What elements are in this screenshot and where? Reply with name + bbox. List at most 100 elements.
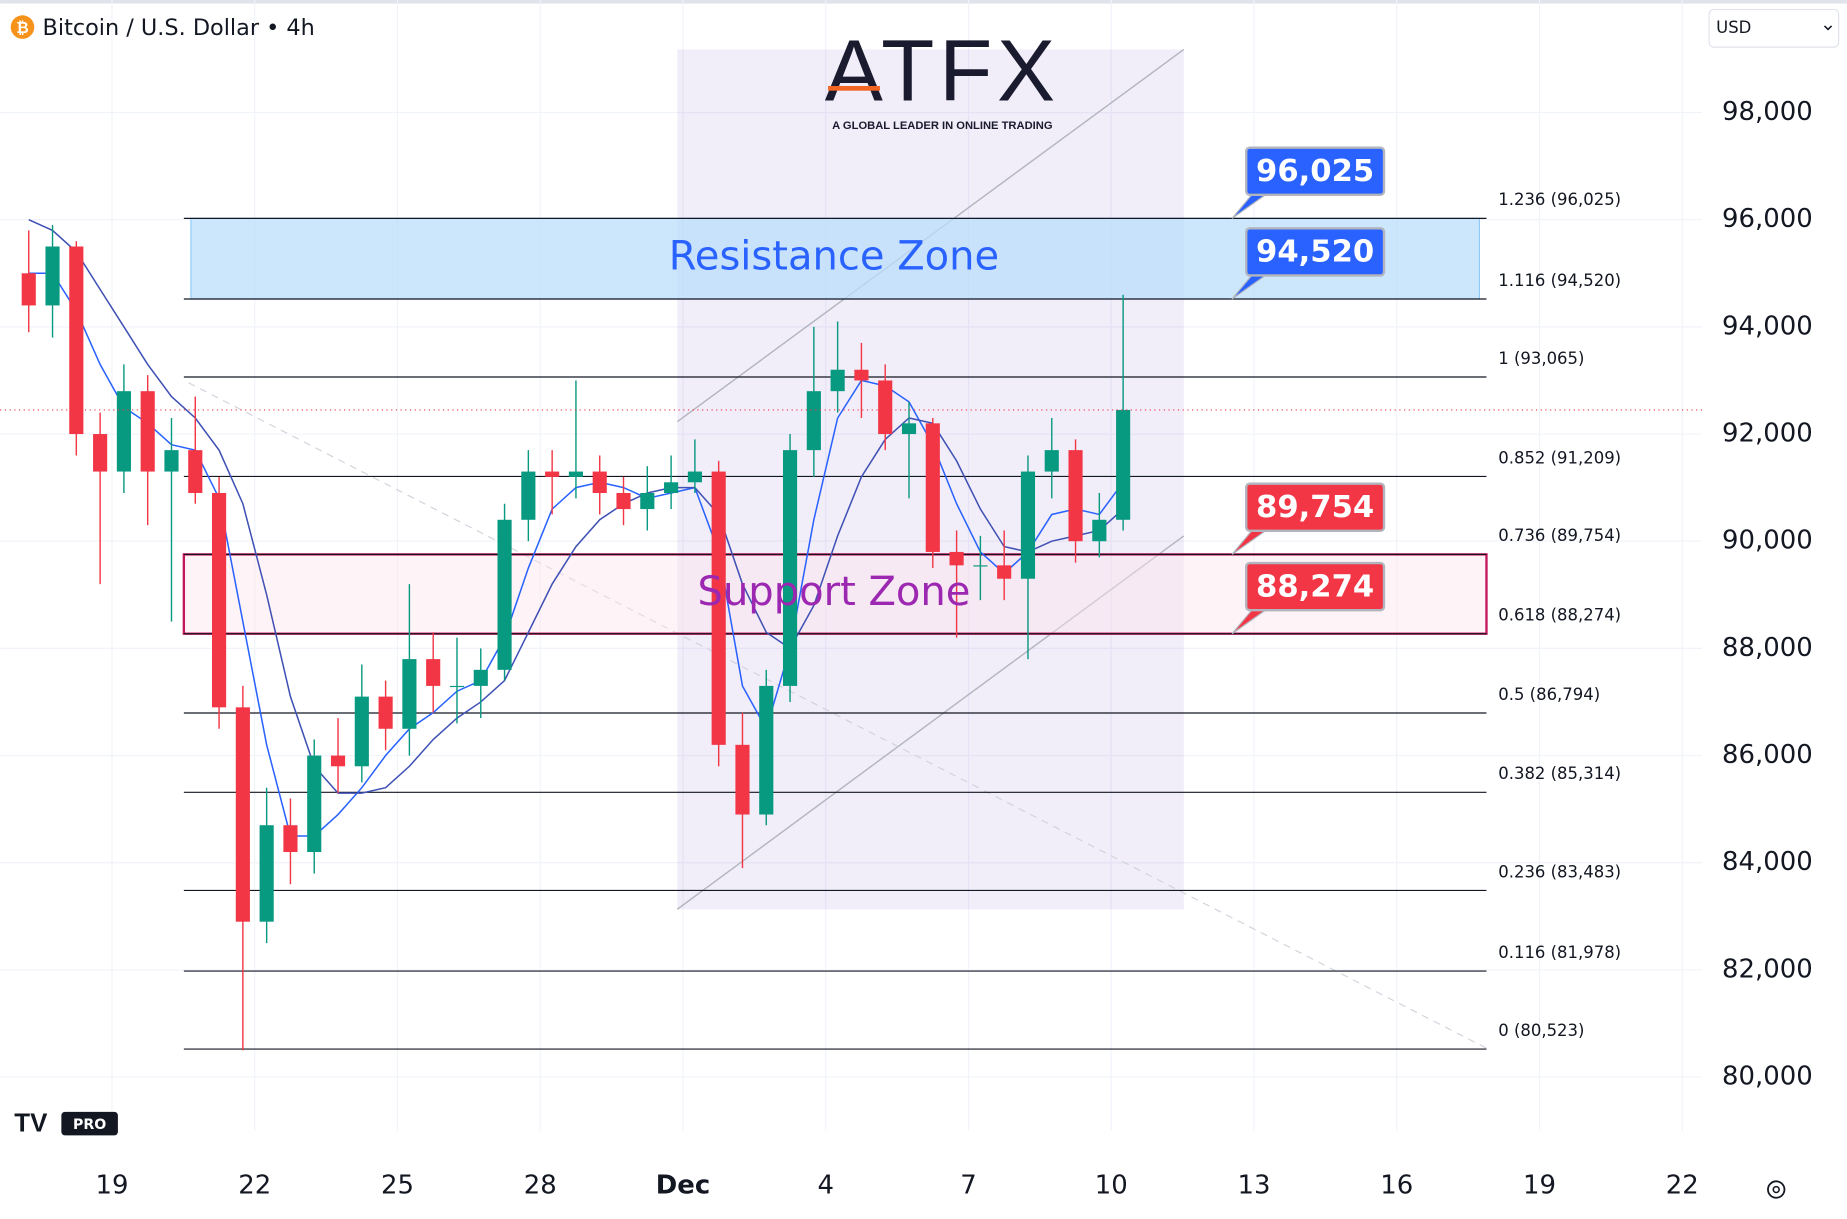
candle-body [973,565,988,567]
pro-label: PRO [73,1117,106,1133]
candle-body [901,423,917,435]
candle [925,417,940,569]
pro-badge [61,1111,118,1136]
candle [973,535,988,601]
callout-box [1245,482,1386,533]
tv-logo: TV [14,1110,48,1138]
symbol-title: Bitcoin / U.S. Dollar • 4h [43,15,315,41]
trend-dashed [188,382,1487,1049]
x-tick-label: 4 [818,1171,834,1201]
fib-label: 0.852 (91,209) [1498,448,1621,467]
candle-body [330,755,346,767]
settings-icon[interactable] [1767,1180,1786,1199]
candle-body [1092,519,1107,542]
brand-logo: ATFX [825,23,1060,120]
candle [806,326,821,477]
candle [616,476,631,526]
candle-body [1068,450,1083,542]
moving-average [28,218,1124,794]
callout-box [1245,561,1386,612]
y-tick-label: 86,000 [1722,740,1813,770]
currency-select[interactable] [1708,8,1840,48]
candle [307,739,322,874]
candle [901,401,917,499]
candle-body [759,685,774,815]
fib-label: 0.736 (89,754) [1498,526,1621,545]
brand-tagline: A GLOBAL LEADER IN ONLINE TRADING [832,120,1052,132]
candle-body [782,450,798,686]
candle [878,364,893,451]
candle [640,466,655,531]
candle [687,439,702,493]
candle [854,342,869,418]
candle [592,455,607,515]
candle [521,450,536,542]
fib-label: 0.236 (83,483) [1498,862,1621,881]
candle [330,718,346,794]
candle-body [854,369,869,381]
candle-body [949,551,964,566]
candle [449,637,465,724]
candle [545,450,560,515]
x-tick-label: Dec [656,1171,710,1201]
candle-body [592,471,607,493]
x-tick-label: 28 [524,1171,557,1201]
x-tick-label: 16 [1380,1171,1413,1201]
x-tick-label: 13 [1238,1171,1271,1201]
bitcoin-icon [10,15,35,39]
candle [378,680,393,751]
candle-body [997,565,1012,579]
currency-caret [1823,25,1833,31]
candle [949,530,964,638]
candle [1116,294,1131,531]
x-tick-label: 19 [96,1171,129,1201]
y-tick-label: 90,000 [1722,526,1813,556]
bitcoin-glyph: ₿ [16,19,28,37]
candle [354,664,369,783]
axes-layer: 80,000 82,000 84,000 86,000 88,000 90,000 92,0… [96,97,1813,1200]
candle-body [711,471,726,745]
candle-body [1020,471,1036,579]
candle [402,584,417,756]
channel-lower [676,535,1185,910]
x-tick-label: 19 [1523,1171,1556,1201]
callout-label: 94,520 [1256,235,1374,270]
candle-body [164,450,179,472]
candle [759,669,774,826]
candle [235,685,250,1051]
candle [1044,417,1059,499]
fib-label: 0 (80,523) [1498,1021,1584,1040]
candle-body [426,659,441,686]
brand-accent [828,85,880,91]
fib-label: 0.116 (81,978) [1498,943,1621,962]
y-tick-label: 84,000 [1722,847,1813,877]
fib-label: 0.5 (86,794) [1498,685,1600,704]
y-tick-label: 82,000 [1722,954,1813,984]
y-tick-label: 96,000 [1722,204,1813,234]
y-tick-label: 92,000 [1722,419,1813,449]
candle-body [640,492,655,510]
zone-label: Resistance Zone [669,234,999,280]
candle-body [497,519,512,670]
candle [283,798,298,885]
x-tick-label: 22 [1666,1171,1699,1201]
candle [497,503,512,681]
callout-box [1245,146,1386,196]
candle-body [354,696,369,767]
x-tick-label: 10 [1095,1171,1128,1201]
callouts-layer: 96,025 94,520 89,754 88,274 [1231,146,1386,635]
callout-label: 88,274 [1256,569,1374,604]
candle [735,712,750,869]
candle-body [664,482,679,493]
candle [116,364,131,493]
candle-body [259,825,274,922]
candle-body [521,471,536,520]
candle [664,455,679,510]
candle [782,434,798,702]
y-tick-label: 80,000 [1722,1062,1813,1092]
candle-body [1116,409,1131,520]
candle-body [473,669,488,686]
candle-body [116,391,131,472]
y-tick-label: 94,000 [1722,311,1813,341]
